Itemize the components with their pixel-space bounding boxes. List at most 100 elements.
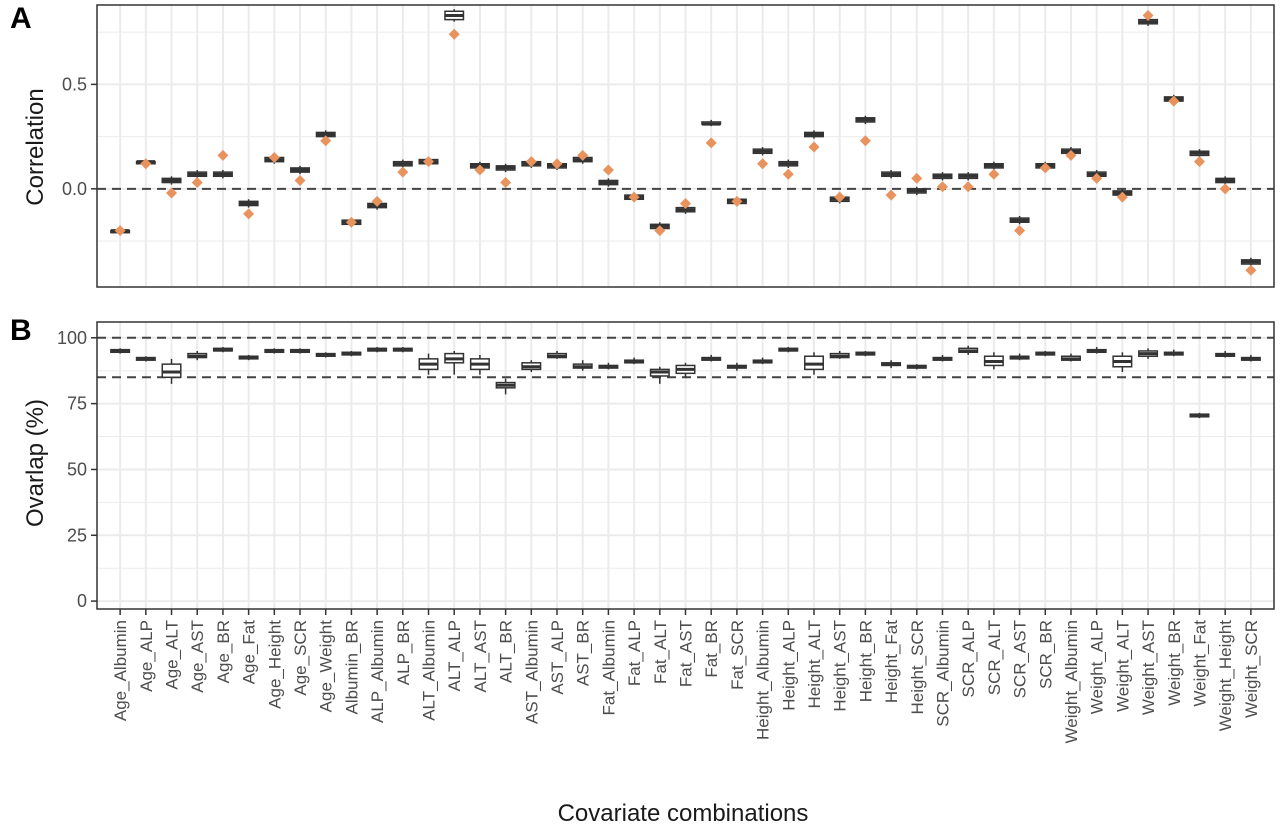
a-diamond-weight_alt: [1116, 191, 1128, 203]
x-tick-label: Weight_BR: [1165, 620, 1184, 706]
b-y-tick-label: 75: [67, 394, 87, 414]
a-box-scr_albumin: [932, 172, 953, 181]
x-tick-label: Age_Albumin: [111, 620, 130, 721]
panel-b: B Ovarlap (%) 0 25 50 75 100: [10, 314, 1275, 611]
b-y-tick-label: 0: [77, 591, 87, 611]
a-box-age_fat: [238, 199, 259, 208]
a-diamond-fat_alp: [628, 191, 640, 203]
b-box-height_alp: [778, 347, 799, 353]
a-diamond-ast_br: [577, 149, 589, 161]
b-y-tick-label: 100: [57, 328, 87, 348]
x-tick-label: SCR_Albumin: [933, 620, 952, 727]
x-tick-label: Age_AST: [188, 620, 207, 693]
x-tick-label: Fat_AST: [677, 620, 696, 687]
a-box-age_scr: [290, 165, 311, 175]
x-tick-label: Height_ALT: [805, 620, 824, 709]
x-tick-label: Weight_Height: [1216, 620, 1235, 731]
a-box-weight_height: [1215, 176, 1236, 185]
panel-a-reference-points: [114, 9, 1257, 276]
x-tick-label: Age_Weight: [317, 620, 336, 713]
x-tick-label: ALT_ALP: [445, 620, 464, 692]
a-diamond-alt_ast: [474, 164, 486, 176]
x-tick-label: Fat_ALP: [625, 620, 644, 686]
a-diamond-fat_albumin: [602, 164, 614, 176]
b-box-age_ast: [187, 350, 208, 361]
x-tick-label: Weight_ALP: [1088, 620, 1107, 714]
a-diamond-scr_alt: [988, 168, 1000, 180]
a-diamond-age_alt: [166, 187, 178, 199]
b-box-scr_alp: [958, 345, 979, 355]
b-box-fat_alp: [624, 357, 645, 365]
a-diamond-height_scr: [911, 172, 923, 184]
x-tick-label: ALP_BR: [394, 620, 413, 685]
x-tick-label: SCR_BR: [1036, 620, 1055, 689]
b-box-scr_br: [1035, 350, 1056, 357]
b-box-weight_alt: [1112, 352, 1133, 373]
x-tick-label: AST_Albumin: [522, 620, 541, 724]
a-box-height_br: [855, 115, 876, 125]
a-diamond-height_br: [859, 135, 871, 147]
a-box-height_alt: [803, 130, 824, 139]
b-box-scr_alt: [983, 352, 1004, 370]
a-diamond-albumin_br: [345, 216, 357, 228]
a-box-scr_ast: [1009, 215, 1030, 225]
a-diamond-weight_height: [1219, 183, 1231, 195]
panel-a-border: [96, 4, 1275, 288]
a-diamond-age_ast: [191, 177, 203, 189]
a-diamond-weight_br: [1168, 95, 1180, 107]
b-box-albumin_br: [341, 350, 362, 357]
b-box-fat_alt: [649, 366, 670, 384]
x-tick-label: Albumin_BR: [342, 620, 361, 715]
panel-a-tag: A: [10, 2, 32, 35]
x-tick-label: SCR_ALT: [985, 620, 1004, 695]
b-box-weight_albumin: [1060, 353, 1081, 362]
a-box-alp_br: [392, 159, 413, 168]
a-diamond-age_albumin: [114, 225, 126, 237]
x-tick-label: Weight_ALT: [1113, 620, 1132, 712]
a-box-age_alt: [161, 176, 182, 185]
b-box-alt_alp: [444, 350, 465, 375]
b-box-weight_ast: [1138, 348, 1159, 359]
panel-a-y-ticks: 0.0 0.5: [62, 74, 97, 199]
a-diamond-alt_br: [500, 177, 512, 189]
panel-b-y-ticks: 0 25 50 75 100: [57, 328, 97, 611]
x-tick-label: Height_AST: [831, 620, 850, 712]
x-tick-label: Fat_BR: [702, 620, 721, 678]
x-tick-label: ALP_Albumin: [368, 620, 387, 723]
a-y-tick-label: 0.5: [62, 74, 87, 94]
a-diamond-age_br: [217, 149, 229, 161]
b-box-alt_br: [495, 378, 516, 395]
x-tick-label: ALT_BR: [497, 620, 516, 683]
panel-a-y-axis-title: Correlation: [22, 88, 49, 205]
a-box-height_alp: [778, 159, 799, 168]
x-tick-label: Age_ALT: [163, 620, 182, 690]
b-box-age_br: [212, 347, 233, 353]
a-box-alt_br: [495, 163, 516, 173]
b-box-height_ast: [829, 350, 850, 359]
a-diamond-weight_alp: [1091, 172, 1103, 184]
x-tick-label: Age_Fat: [240, 620, 259, 685]
x-tick-label: ALT_AST: [471, 620, 490, 692]
b-box-weight_alp: [1086, 347, 1107, 354]
b-box-age_weight: [315, 352, 336, 358]
a-diamond-scr_br: [1039, 162, 1051, 174]
x-tick-label: Age_ALP: [137, 620, 156, 692]
a-diamond-age_weight: [320, 135, 332, 147]
x-tick-label: Age_BR: [214, 620, 233, 683]
a-diamond-fat_scr: [731, 195, 743, 207]
b-box-ast_albumin: [521, 360, 542, 373]
x-tick-label: Weight_SCR: [1242, 620, 1261, 718]
panel-a-grid: [97, 5, 1274, 287]
a-diamond-height_albumin: [757, 158, 769, 170]
x-tick-label: Height_Fat: [882, 620, 901, 703]
a-diamond-scr_alp: [962, 181, 974, 193]
b-box-height_alt: [803, 352, 824, 375]
a-box-fat_albumin: [598, 178, 619, 187]
b-box-ast_alp: [547, 350, 568, 359]
a-diamond-age_fat: [243, 208, 255, 220]
a-diamond-scr_ast: [1014, 225, 1026, 237]
b-box-fat_albumin: [598, 362, 619, 370]
b-box-alt_albumin: [418, 353, 439, 375]
b-y-tick-label: 50: [67, 459, 87, 479]
